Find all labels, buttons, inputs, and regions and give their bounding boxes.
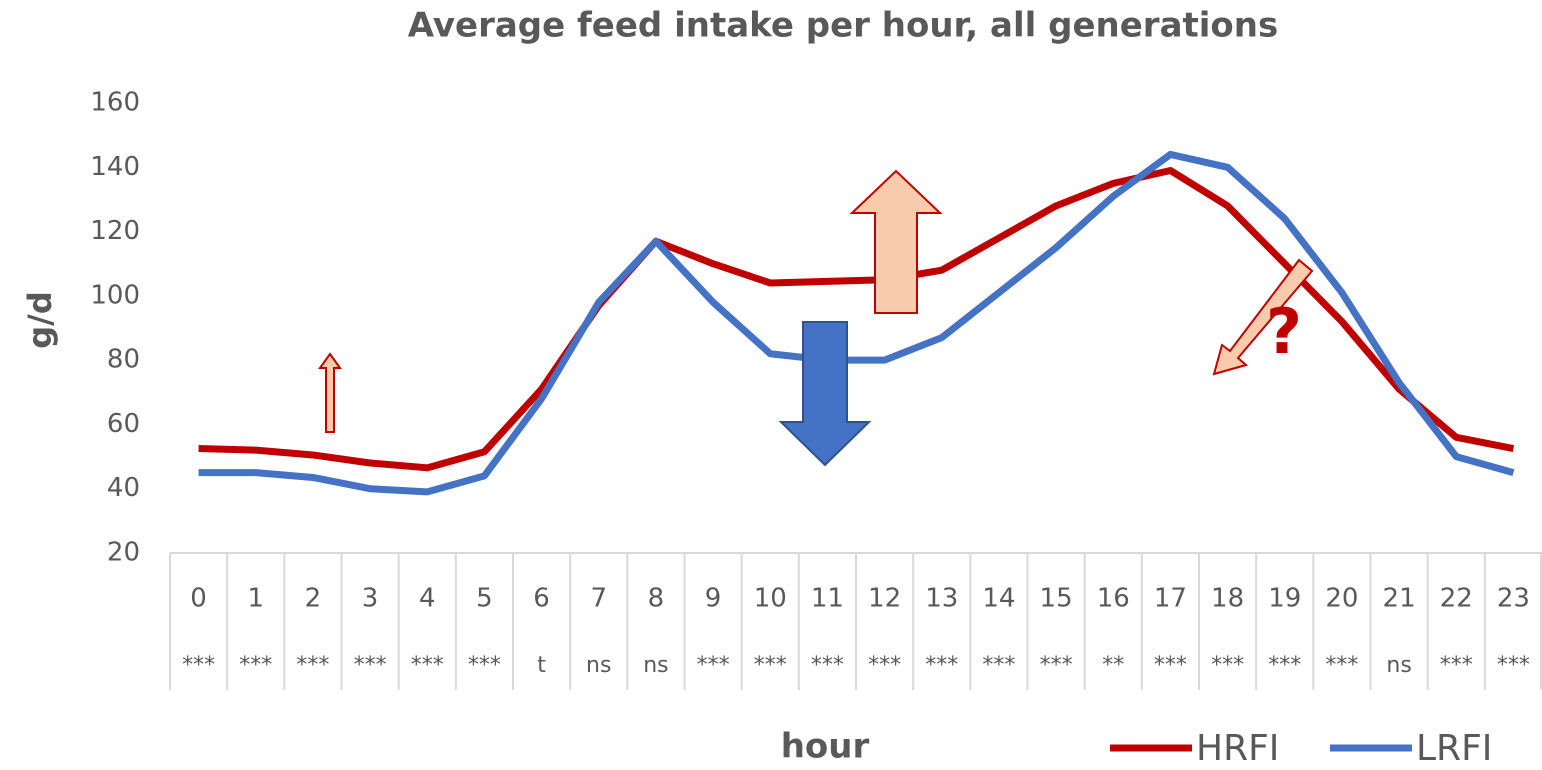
significance-label: t xyxy=(537,653,546,678)
y-tick-label: 20 xyxy=(107,538,140,568)
x-tick-label: 7 xyxy=(590,584,607,614)
y-tick-label: 60 xyxy=(107,409,140,439)
x-tick-label: 22 xyxy=(1440,584,1473,614)
significance-label: *** xyxy=(182,653,215,678)
x-tick-label: 13 xyxy=(925,584,958,614)
y-tick-label: 80 xyxy=(107,345,140,375)
y-tick-label: 160 xyxy=(90,88,140,118)
x-tick-label: 15 xyxy=(1040,584,1073,614)
x-tick-label: 10 xyxy=(754,584,787,614)
x-tick-label: 18 xyxy=(1211,584,1244,614)
significance-label: *** xyxy=(754,653,787,678)
x-tick-label: 8 xyxy=(648,584,665,614)
y-tick-label: 40 xyxy=(107,473,140,503)
significance-label: *** xyxy=(239,653,272,678)
significance-label: *** xyxy=(1211,653,1244,678)
x-tick-label: 0 xyxy=(190,584,207,614)
significance-label: *** xyxy=(1268,653,1301,678)
x-tick-label: 16 xyxy=(1097,584,1130,614)
series-line xyxy=(198,150,1515,496)
x-tick-label: 21 xyxy=(1383,584,1416,614)
significance-label: *** xyxy=(1325,653,1358,678)
x-tick-label: 3 xyxy=(362,584,379,614)
x-tick-label: 9 xyxy=(705,584,722,614)
significance-label: *** xyxy=(1497,653,1530,678)
significance-label: *** xyxy=(1154,653,1187,678)
down-arrow xyxy=(778,321,872,467)
chart-title: Average feed intake per hour, all genera… xyxy=(408,6,1278,46)
x-tick-label: 5 xyxy=(476,584,493,614)
significance-label: ns xyxy=(586,653,611,678)
significance-label: *** xyxy=(697,653,730,678)
up-arrow xyxy=(849,169,943,314)
y-tick-label: 120 xyxy=(90,216,140,246)
x-axis-label: hour xyxy=(781,727,870,767)
significance-label: ns xyxy=(643,653,668,678)
x-tick-label: 14 xyxy=(982,584,1015,614)
x-tick-label: 17 xyxy=(1154,584,1187,614)
x-tick-label: 19 xyxy=(1268,584,1301,614)
x-tick-label: 2 xyxy=(305,584,322,614)
x-tick-label: 1 xyxy=(247,584,264,614)
y-tick-label: 140 xyxy=(90,152,140,182)
significance-label: *** xyxy=(354,653,387,678)
x-tick-label: 6 xyxy=(533,584,550,614)
significance-label: *** xyxy=(1440,653,1473,678)
diagonal-arrow xyxy=(1212,258,1314,376)
significance-label: *** xyxy=(868,653,901,678)
significance-label: *** xyxy=(925,653,958,678)
significance-label: ** xyxy=(1102,653,1124,678)
x-tick-label: 11 xyxy=(811,584,844,614)
significance-label: *** xyxy=(1040,653,1073,678)
small-up-arrow xyxy=(318,352,342,433)
y-tick-label: 100 xyxy=(90,280,140,310)
legend-label: HRFI xyxy=(1196,728,1279,769)
x-tick-label: 23 xyxy=(1497,584,1530,614)
significance-label: ns xyxy=(1386,653,1411,678)
x-tick-label: 4 xyxy=(419,584,436,614)
annotation: ? xyxy=(1266,295,1302,368)
significance-label: *** xyxy=(468,653,501,678)
significance-label: *** xyxy=(811,653,844,678)
significance-label: *** xyxy=(296,653,329,678)
x-tick-label: 12 xyxy=(868,584,901,614)
significance-label: *** xyxy=(982,653,1015,678)
significance-label: *** xyxy=(411,653,444,678)
y-axis-label: g/d xyxy=(21,291,59,349)
x-tick-label: 20 xyxy=(1325,584,1358,614)
legend-label: LRFI xyxy=(1416,728,1492,769)
